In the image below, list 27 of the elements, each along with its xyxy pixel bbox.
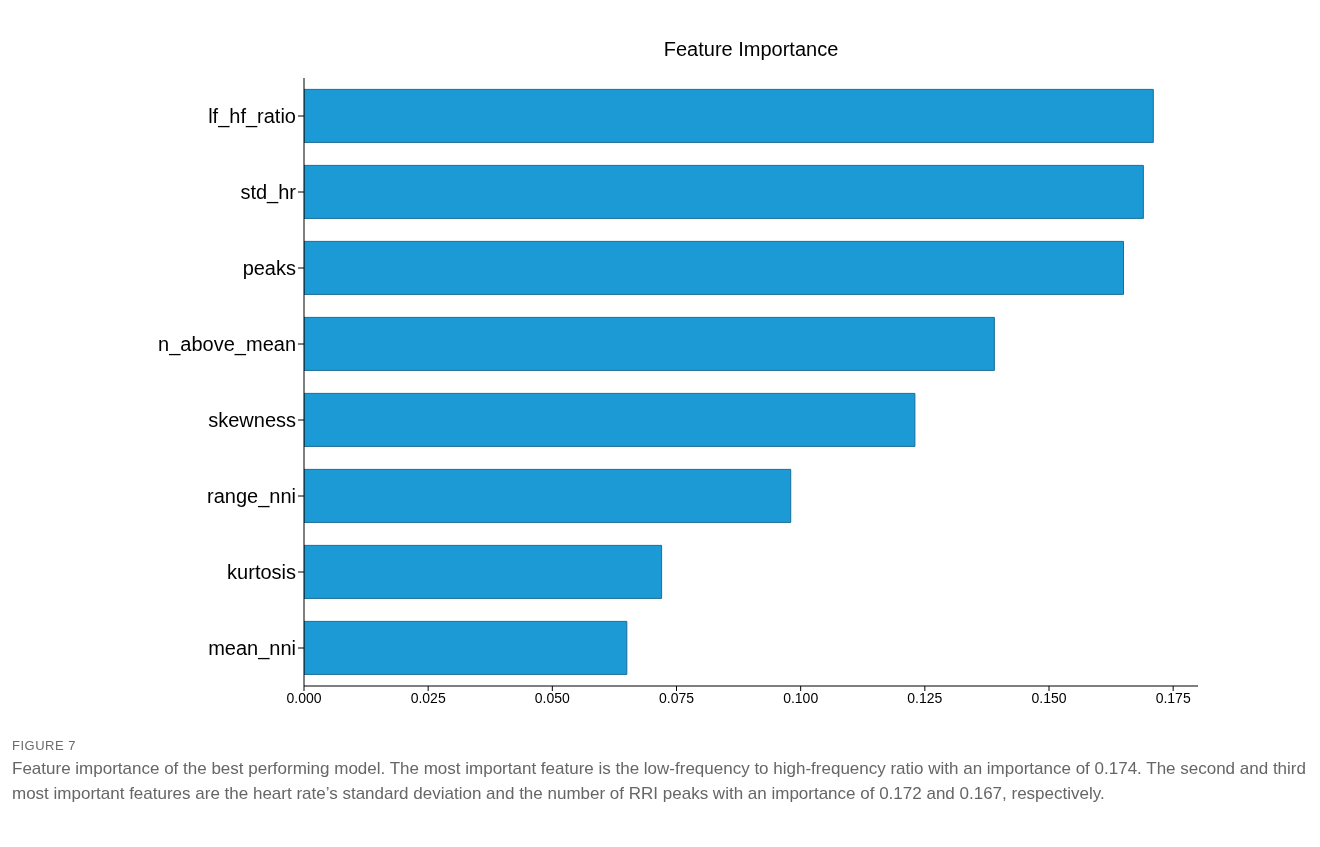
y-tick-label: mean_nni — [208, 637, 296, 661]
y-tick-label: kurtosis — [227, 561, 296, 584]
bar — [304, 620, 628, 675]
text: Feature importance of the best performing model. The most important feature is the low-frequency to high-frequency ratio with an importance of 0.174. The second and third most important features are the heart rate’s standard deviation and the number of RRI peaks with an importance of 0.172 and 0.167, respectively. — [12, 758, 1307, 805]
bar — [304, 468, 792, 523]
y-tick-label: skewness — [208, 409, 296, 432]
caption: FIGURE 7 — [12, 738, 76, 753]
bar — [304, 88, 1154, 143]
x-tick-label: 0.175 — [1155, 689, 1191, 706]
x-tick-label: 0.100 — [783, 689, 819, 706]
x-tick-label: 0.025 — [410, 689, 446, 706]
y-tick-label: range_nni — [207, 485, 296, 509]
bar — [304, 392, 916, 447]
bar — [304, 164, 1144, 219]
y-tick-label: peaks — [242, 257, 296, 280]
x-tick-label: 0.125 — [907, 689, 943, 706]
y-tick-label: lf_hf_ratio — [208, 105, 296, 129]
bar — [304, 240, 1124, 295]
bar — [304, 316, 995, 371]
bar — [304, 544, 663, 599]
x-tick-label: 0.000 — [286, 689, 322, 706]
x-tick-label: 0.050 — [534, 689, 571, 706]
x-tick-label: 0.150 — [1031, 689, 1067, 706]
x-tick-label: 0.075 — [658, 689, 695, 706]
y-tick-label: std_hr — [240, 181, 297, 205]
y-tick-label: n_above_mean — [158, 333, 296, 357]
chart-title: Feature Importance — [662, 38, 840, 61]
